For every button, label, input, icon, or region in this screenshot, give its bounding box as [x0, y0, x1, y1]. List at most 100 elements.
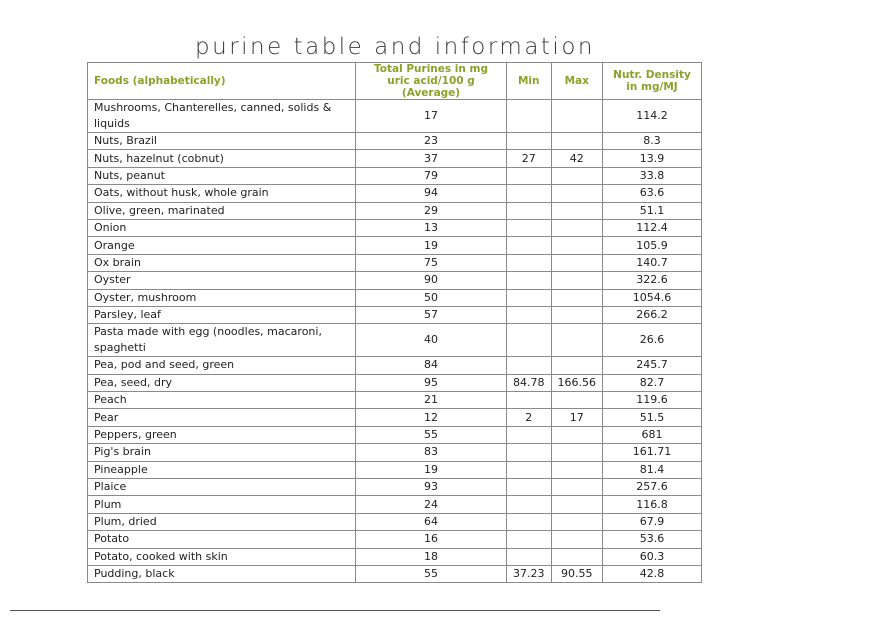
cell-min — [506, 443, 552, 462]
cell-max — [550, 530, 603, 549]
cell-nutr-density: 67.9 — [602, 512, 702, 532]
cell-total-purines: 64 — [355, 512, 507, 532]
cell-food: Nuts, Brazil — [87, 131, 356, 151]
cell-max — [550, 99, 603, 133]
cell-nutr-density: 81.4 — [602, 460, 702, 480]
cell-nutr-density: 13.9 — [602, 149, 702, 168]
table-row: Pig's brain 83 161.71 — [87, 443, 702, 462]
cell-food: Pudding, black — [87, 564, 356, 584]
table-row: Potato 16 53.6 — [87, 530, 702, 549]
cell-food: Pea, pod and seed, green — [87, 356, 356, 375]
cell-min: 84.78 — [506, 373, 552, 393]
cell-min — [506, 288, 552, 307]
cell-total-purines: 95 — [355, 373, 507, 393]
cell-max — [550, 323, 603, 358]
cell-max — [550, 305, 603, 325]
cell-nutr-density: 116.8 — [602, 495, 702, 514]
cell-food: Olive, green, marinated — [87, 201, 356, 220]
cell-total-purines: 21 — [355, 391, 507, 410]
cell-nutr-density: 322.6 — [602, 271, 702, 290]
table-row: Potato, cooked with skin 18 60.3 — [87, 547, 702, 566]
cell-nutr-density: 51.1 — [602, 201, 702, 220]
cell-nutr-density: 26.6 — [602, 323, 702, 358]
cell-max: 90.55 — [550, 564, 603, 584]
cell-total-purines: 18 — [355, 547, 507, 566]
header-nutr-density: Nutr. Density in mg/MJ — [602, 62, 702, 100]
table-row: Peach 21 119.6 — [87, 391, 702, 410]
cell-max — [550, 288, 603, 307]
cell-total-purines: 24 — [355, 495, 507, 514]
cell-nutr-density: 53.6 — [602, 530, 702, 549]
cell-min — [506, 323, 552, 358]
cell-total-purines: 90 — [355, 271, 507, 290]
cell-nutr-density: 105.9 — [602, 236, 702, 255]
header-max: Max — [550, 62, 603, 100]
table-row: Nuts, peanut 79 33.8 — [87, 166, 702, 186]
cell-min: 37.23 — [506, 564, 552, 584]
cell-food: Oats, without husk, whole grain — [87, 184, 356, 203]
cell-nutr-density: 82.7 — [602, 373, 702, 393]
cell-total-purines: 40 — [355, 323, 507, 358]
cell-min — [506, 495, 552, 514]
cell-total-purines: 50 — [355, 288, 507, 307]
table-row: Pineapple 19 81.4 — [87, 460, 702, 480]
cell-food: Parsley, leaf — [87, 305, 356, 325]
cell-min: 2 — [506, 408, 552, 427]
cell-nutr-density: 51.5 — [602, 408, 702, 427]
cell-food: Mushrooms, Chanterelles, canned, solids … — [87, 99, 356, 133]
cell-nutr-density: 257.6 — [602, 478, 702, 497]
cell-food: Plaice — [87, 478, 356, 497]
cell-max — [550, 478, 603, 497]
cell-food: Nuts, hazelnut (cobnut) — [87, 149, 356, 168]
cell-food: Pear — [87, 408, 356, 427]
cell-max — [550, 356, 603, 375]
cell-nutr-density: 1054.6 — [602, 288, 702, 307]
table-row: Plaice 93 257.6 — [87, 478, 702, 497]
cell-food: Potato, cooked with skin — [87, 547, 356, 566]
cell-max — [550, 495, 603, 514]
cell-min — [506, 391, 552, 410]
table-row: Olive, green, marinated 29 51.1 — [87, 201, 702, 220]
cell-max: 17 — [550, 408, 603, 427]
table-row: Orange 19 105.9 — [87, 236, 702, 255]
table-row: Nuts, Brazil 23 8.3 — [87, 131, 702, 151]
cell-total-purines: 55 — [355, 425, 507, 445]
cell-nutr-density: 112.4 — [602, 218, 702, 238]
cell-min — [506, 547, 552, 566]
cell-min — [506, 425, 552, 445]
cell-max — [550, 201, 603, 220]
cell-nutr-density: 114.2 — [602, 99, 702, 133]
purine-table: Foods (alphabetically) Total Purines in … — [87, 62, 702, 584]
cell-total-purines: 57 — [355, 305, 507, 325]
cell-nutr-density: 8.3 — [602, 131, 702, 151]
cell-total-purines: 79 — [355, 166, 507, 186]
header-total-purines: Total Purines in mg uric acid/100 g (Ave… — [355, 62, 507, 100]
cell-max: 42 — [550, 149, 603, 168]
cell-total-purines: 93 — [355, 478, 507, 497]
cell-total-purines: 37 — [355, 149, 507, 168]
cell-nutr-density: 60.3 — [602, 547, 702, 566]
cell-nutr-density: 119.6 — [602, 391, 702, 410]
table-row: Peppers, green 55 681 — [87, 425, 702, 445]
cell-min — [506, 253, 552, 273]
cell-min — [506, 99, 552, 133]
table-row: Parsley, leaf 57 266.2 — [87, 305, 702, 325]
cell-food: Ox brain — [87, 253, 356, 273]
cell-max — [550, 547, 603, 566]
table-row: Plum 24 116.8 — [87, 495, 702, 514]
header-foods: Foods (alphabetically) — [87, 62, 356, 100]
cell-min: 27 — [506, 149, 552, 168]
cell-min — [506, 201, 552, 220]
table-row: Pear 12 2 17 51.5 — [87, 408, 702, 427]
cell-food: Peppers, green — [87, 425, 356, 445]
cell-min — [506, 236, 552, 255]
cell-food: Plum — [87, 495, 356, 514]
cell-total-purines: 75 — [355, 253, 507, 273]
cell-nutr-density: 681 — [602, 425, 702, 445]
cell-min — [506, 271, 552, 290]
table-row: Mushrooms, Chanterelles, canned, solids … — [87, 99, 702, 133]
cell-min — [506, 530, 552, 549]
cell-min — [506, 131, 552, 151]
cell-nutr-density: 63.6 — [602, 184, 702, 203]
table-row: Pea, seed, dry 95 84.78 166.56 82.7 — [87, 373, 702, 393]
